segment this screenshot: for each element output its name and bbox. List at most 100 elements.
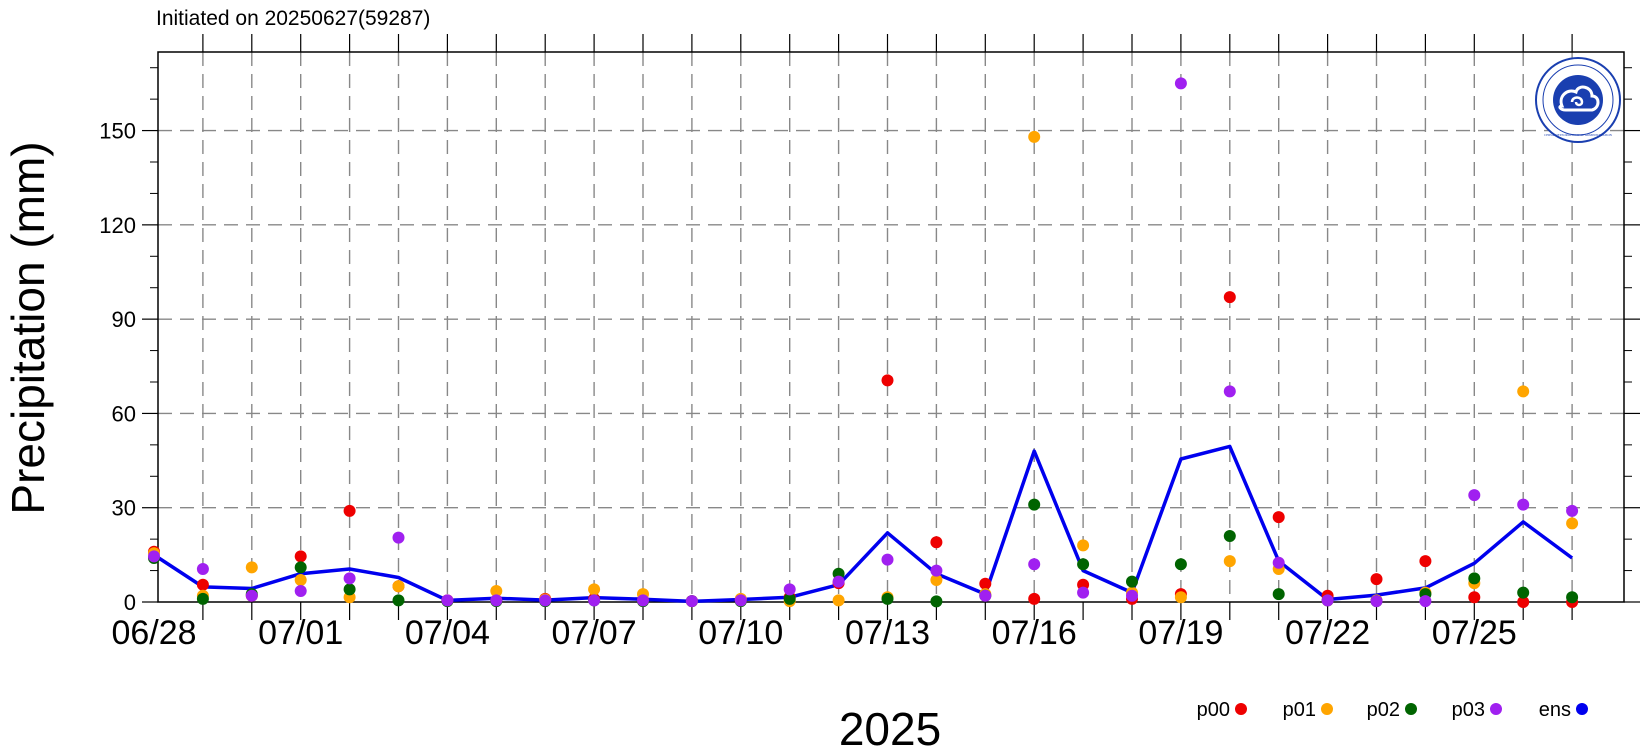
x-tick-label: 07/22	[1285, 614, 1370, 652]
p02-point	[343, 583, 356, 596]
p03-point	[1126, 589, 1138, 602]
x-tick-label: 07/10	[698, 614, 783, 652]
p02-point	[1028, 498, 1041, 511]
p00-point	[1419, 555, 1432, 568]
p03-point	[783, 583, 796, 596]
p00-point	[1517, 596, 1530, 608]
p03-point	[392, 531, 405, 544]
ens-line	[153, 444, 1574, 604]
p02-point	[930, 595, 943, 608]
p03-point	[637, 594, 649, 607]
p01-point	[245, 561, 258, 574]
x-tick-label: 06/28	[111, 614, 196, 652]
legend-label: p00	[1197, 699, 1230, 721]
p02-point	[1126, 575, 1138, 588]
p02-point	[1272, 588, 1285, 601]
y-axis-label: Precipitation (mm)	[2, 141, 54, 514]
p03-point	[148, 550, 160, 563]
p01-point	[930, 574, 943, 586]
y-tick-label: 30	[112, 496, 136, 521]
p01-point	[1077, 539, 1090, 552]
p03-point	[734, 594, 747, 607]
p00-point	[1223, 291, 1236, 304]
p03-point	[1419, 595, 1432, 608]
p01-points	[148, 130, 1579, 608]
p03-point	[245, 589, 258, 602]
x-tick-label: 07/01	[258, 614, 343, 652]
p03-point	[1566, 504, 1579, 517]
p03-point	[539, 594, 552, 607]
p00-point	[1468, 591, 1481, 604]
x-axis-label: 2025	[839, 703, 941, 754]
p03-point	[441, 594, 454, 607]
p02-point	[1517, 586, 1530, 599]
p03-point	[1174, 77, 1187, 90]
legend-marker	[1321, 703, 1333, 715]
legend-marker	[1490, 703, 1502, 715]
x-tick-label: 07/16	[992, 614, 1077, 652]
p02-points	[148, 498, 1579, 608]
legend-marker	[1235, 703, 1247, 715]
y-tick-label: 120	[99, 213, 136, 238]
x-tick-label: 07/19	[1138, 614, 1223, 652]
plot-frame	[157, 51, 1625, 603]
axis-ticks	[142, 34, 1640, 620]
legend-label: p03	[1452, 699, 1485, 721]
legend-label: ens	[1539, 699, 1571, 721]
p00-point	[1370, 573, 1383, 586]
p03-point	[294, 585, 307, 597]
p03-point	[685, 595, 698, 608]
init-text: Initiated on 20250627(59287)	[156, 7, 430, 30]
p00-point	[1272, 511, 1285, 524]
legend-label: p02	[1367, 699, 1400, 721]
p02-point	[1077, 558, 1090, 571]
p03-point	[1321, 594, 1334, 607]
legend-label: p01	[1283, 699, 1316, 721]
p02-point	[392, 594, 405, 607]
data-series	[148, 77, 1579, 608]
p03-point	[930, 564, 943, 577]
p03-point	[881, 553, 894, 566]
p03-points	[148, 77, 1579, 608]
p00-point	[881, 374, 894, 387]
p01-point	[588, 583, 601, 596]
y-tick-label: 150	[99, 119, 136, 144]
legend: p00 p01 p02 p03 ens	[1197, 699, 1588, 721]
p00-point	[196, 578, 209, 591]
x-tick-labels: 06/28 07/01 07/04 07/07 07/10 07/13 07/16 07/19…	[111, 614, 1516, 652]
p02-point	[783, 592, 796, 605]
p00-point	[930, 536, 943, 549]
p02-point	[196, 592, 209, 605]
p00-point	[979, 577, 992, 590]
p01-point	[1174, 591, 1187, 604]
p03-point	[1028, 558, 1041, 571]
p03-point	[832, 575, 845, 588]
y-tick-labels: 0 30 60 90 120 150	[99, 119, 136, 615]
y-tick-label: 90	[112, 307, 136, 332]
logo-text: CHINA METEOROLOGICAL ADMINISTRATION	[1544, 133, 1613, 137]
p01-point	[294, 574, 307, 586]
legend-marker	[1405, 703, 1417, 715]
p03-point	[490, 594, 503, 607]
p01-point	[1566, 517, 1579, 530]
p02-point	[881, 592, 894, 605]
legend-marker	[1576, 703, 1588, 715]
p03-point	[1272, 556, 1285, 569]
x-tick-label: 07/13	[845, 614, 930, 652]
grid-lines	[158, 52, 1624, 602]
p01-point	[1223, 555, 1236, 568]
p02-point	[294, 561, 307, 574]
p01-point	[1028, 130, 1041, 143]
p03-point	[343, 572, 356, 585]
p00-point	[294, 550, 307, 563]
p03-point	[979, 589, 992, 602]
p03-point	[1370, 595, 1383, 608]
p01-point	[392, 580, 405, 593]
x-tick-label: 07/25	[1432, 614, 1517, 652]
p03-point	[1077, 586, 1090, 599]
cma-logo: CHINA METEOROLOGICAL ADMINISTRATION	[1535, 57, 1621, 143]
p03-point	[1517, 498, 1530, 511]
x-tick-label: 07/07	[552, 614, 637, 652]
p03-point	[1223, 385, 1236, 398]
